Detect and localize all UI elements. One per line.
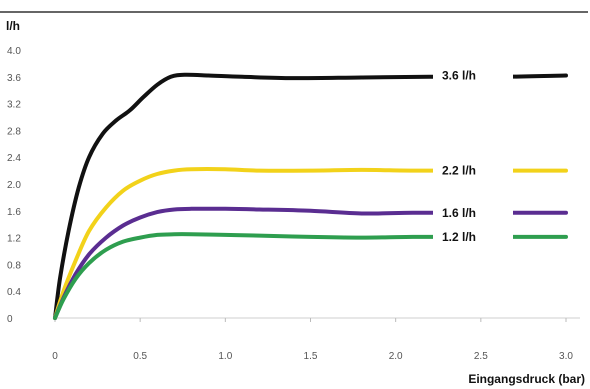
series-label: 3.6 l/h (442, 68, 476, 82)
y-tick-label: 4.0 (7, 46, 21, 57)
x-tick-labels: 0 0.5 1.0 1.5 2.0 2.5 3.0 (52, 318, 573, 362)
x-tick-label: 2.5 (474, 351, 488, 362)
y-tick-label: 0.4 (7, 287, 21, 298)
series-label: 2.2 l/h (442, 164, 476, 178)
series-label-background (433, 160, 513, 181)
series-lines (53, 72, 568, 320)
series-line (53, 167, 568, 320)
x-axis-title: Eingangsdruck (bar) (468, 372, 585, 386)
series-line (53, 232, 568, 320)
y-tick-label: 3.2 (7, 100, 21, 111)
series-label-background (433, 202, 513, 223)
x-tick-label: 1.5 (304, 351, 318, 362)
y-tick-labels: 0 0.4 0.8 1.2 1.6 2.0 2.4 2.8 3.2 3.6 4.0 (7, 46, 21, 325)
y-tick-label: 1.6 (7, 207, 21, 218)
x-tick-label: 0.5 (133, 351, 147, 362)
x-tick-label: 1.0 (218, 351, 232, 362)
series-label-background (433, 226, 513, 247)
y-tick-label: 3.6 (7, 73, 21, 84)
series-labels: 3.6 l/h 2.2 l/h 1.6 l/h 1.2 l/h (433, 65, 513, 247)
y-tick-label: 2.0 (7, 180, 21, 191)
series-label-background (433, 65, 513, 86)
series-label: 1.2 l/h (442, 230, 476, 244)
y-tick-label: 2.4 (7, 153, 21, 164)
y-tick-label: 2.8 (7, 126, 21, 137)
y-tick-label: 0 (7, 314, 13, 325)
x-tick-label: 0 (52, 351, 58, 362)
series-line (53, 206, 568, 320)
y-tick-label: 1.2 (7, 234, 21, 245)
x-tick-label: 2.0 (389, 351, 403, 362)
y-tick-label: 0.8 (7, 260, 21, 271)
x-tick-label: 3.0 (559, 351, 573, 362)
series-line (53, 72, 568, 320)
y-axis-title: l/h (6, 19, 20, 33)
series-label: 1.6 l/h (442, 206, 476, 220)
